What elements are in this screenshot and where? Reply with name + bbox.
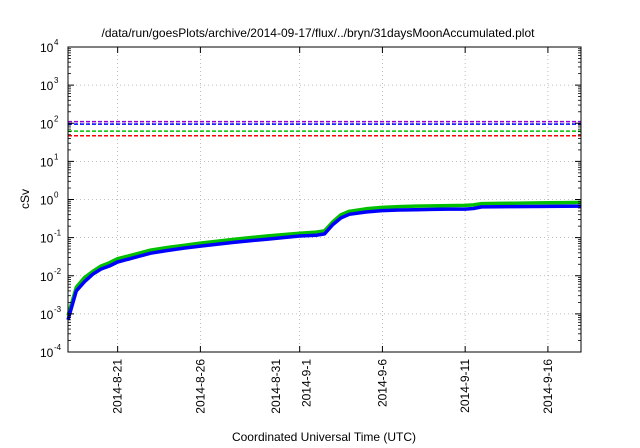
- y-tick-label: 10: [40, 270, 54, 284]
- y-tick-exponent: -4: [54, 343, 62, 352]
- y-tick-label: 10: [40, 117, 54, 131]
- y-tick-label: 10: [40, 346, 54, 360]
- y-tick-exponent: 1: [54, 152, 59, 161]
- grid-lines: [68, 47, 581, 352]
- x-axis-ticks: 2014-8-21 2014-8-26 2014-8-31 2014-9-1 2014-…: [111, 47, 555, 414]
- y-axis-label: cSv: [18, 189, 32, 209]
- x-axis-label: Coordinated Universal Time (UTC): [232, 430, 416, 444]
- x-tick-label: 2014-8-26: [193, 359, 207, 414]
- y-tick-label: 10: [40, 41, 54, 55]
- y-tick-exponent: 3: [54, 76, 59, 85]
- x-tick-label: 2014-9-6: [375, 359, 389, 407]
- x-tick-label: 2014-9-11: [458, 359, 472, 413]
- x-tick-label: 2014-9-1: [300, 359, 314, 407]
- y-tick-label: 10: [40, 232, 54, 246]
- y-tick-label: 10: [40, 194, 54, 208]
- data-series: [66, 200, 582, 321]
- x-tick-label: 2014-9-16: [541, 359, 555, 414]
- threshold-lines: [68, 120, 581, 137]
- y-tick-label: 10: [40, 308, 54, 322]
- series-line: [66, 200, 582, 317]
- y-tick-label: 10: [40, 79, 54, 93]
- x-tick-label: 2014-8-21: [111, 359, 125, 414]
- chart-title: /data/run/goesPlots/archive/2014-09-17/f…: [102, 26, 536, 40]
- y-tick-exponent: 0: [54, 191, 59, 200]
- series-line: [66, 204, 582, 321]
- y-tick-exponent: -1: [54, 229, 62, 238]
- y-tick-label: 10: [40, 155, 54, 169]
- y-tick-exponent: -3: [54, 305, 62, 314]
- y-tick-exponent: -2: [54, 267, 62, 276]
- x-tick-label: 2014-8-31: [269, 359, 283, 414]
- y-tick-exponent: 4: [54, 38, 59, 47]
- y-tick-exponent: 2: [54, 114, 59, 123]
